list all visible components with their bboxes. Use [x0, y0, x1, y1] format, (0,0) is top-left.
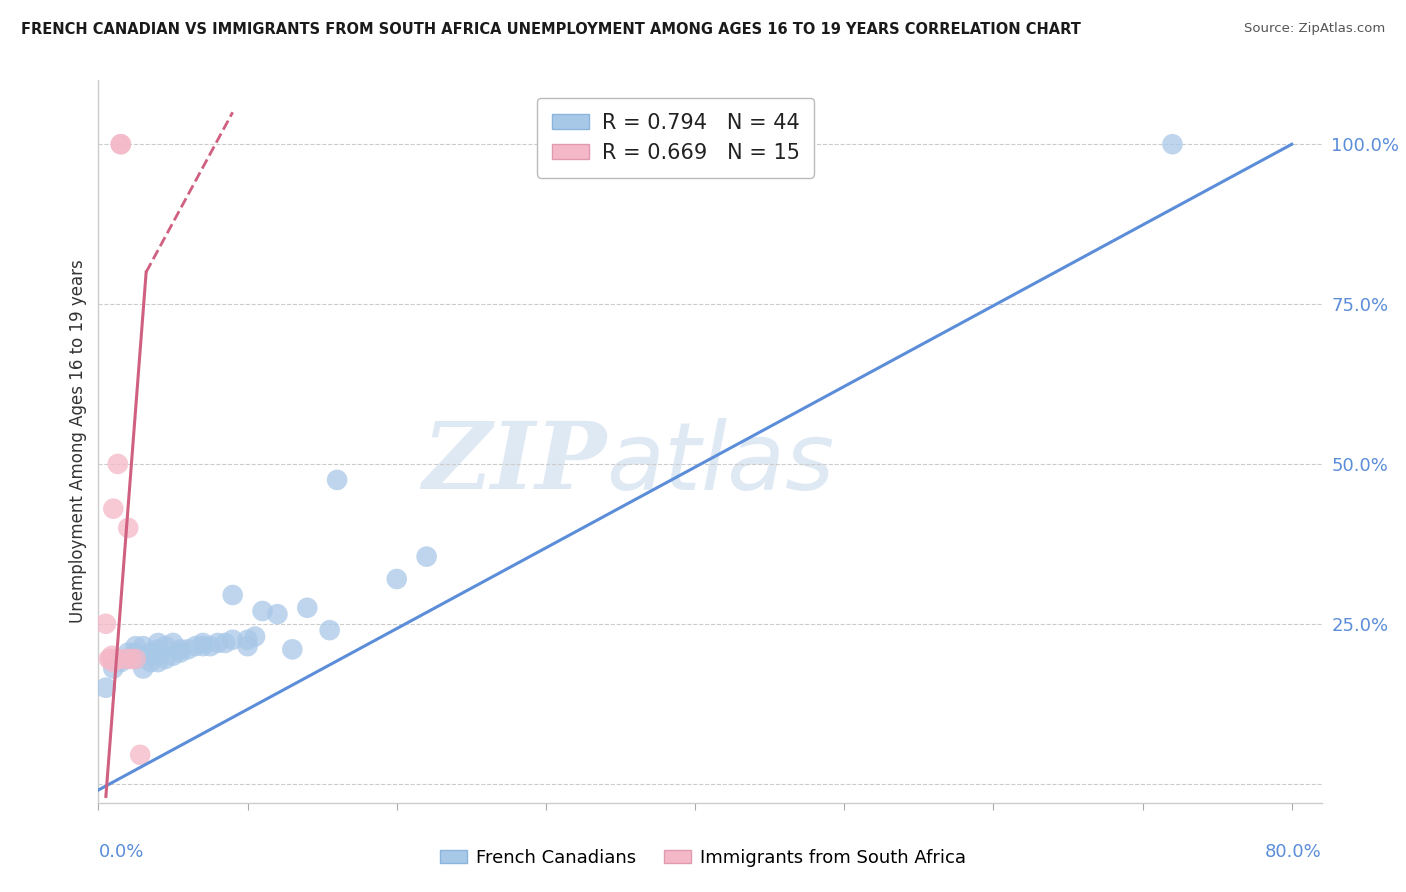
Point [162, 636, 184, 650]
Point [252, 604, 274, 618]
Point [162, 648, 184, 663]
Point [125, 652, 148, 666]
Point [214, 636, 236, 650]
Point [169, 642, 191, 657]
Point [236, 632, 259, 647]
Point [146, 648, 169, 663]
Point [97, 652, 120, 666]
Text: FRENCH CANADIAN VS IMMIGRANTS FROM SOUTH AFRICA UNEMPLOYMENT AMONG AGES 16 TO 19: FRENCH CANADIAN VS IMMIGRANTS FROM SOUTH… [21, 22, 1081, 37]
Point [207, 636, 229, 650]
Point [132, 639, 155, 653]
Point [94, 681, 117, 695]
Point [103, 655, 125, 669]
Point [169, 646, 191, 660]
Text: 80.0%: 80.0% [1265, 843, 1322, 861]
Point [139, 655, 162, 669]
Point [110, 137, 132, 152]
Point [125, 639, 148, 653]
Point [266, 607, 288, 622]
Point [177, 642, 200, 657]
Point [110, 137, 132, 152]
Point [103, 661, 125, 675]
Text: 0.0%: 0.0% [98, 843, 143, 861]
Point [146, 655, 169, 669]
Point [101, 648, 124, 663]
Point [129, 747, 152, 762]
Point [184, 639, 207, 653]
Point [125, 652, 148, 666]
Point [155, 652, 177, 666]
Point [132, 661, 155, 675]
Point [243, 630, 266, 644]
Point [221, 588, 243, 602]
Y-axis label: Unemployment Among Ages 16 to 19 years: Unemployment Among Ages 16 to 19 years [69, 260, 87, 624]
Point [146, 636, 169, 650]
Text: Source: ZipAtlas.com: Source: ZipAtlas.com [1244, 22, 1385, 36]
Text: ZIP: ZIP [422, 418, 606, 508]
Point [125, 646, 148, 660]
Point [200, 639, 222, 653]
Point [98, 652, 121, 666]
Point [191, 636, 214, 650]
Point [415, 549, 437, 564]
Point [281, 642, 304, 657]
Point [236, 639, 259, 653]
Point [139, 646, 162, 660]
Point [110, 655, 132, 669]
Point [146, 642, 169, 657]
Point [326, 473, 349, 487]
Point [385, 572, 408, 586]
Legend: French Canadians, Immigrants from South Africa: French Canadians, Immigrants from South … [433, 842, 973, 874]
Point [1161, 137, 1184, 152]
Point [107, 457, 129, 471]
Point [132, 648, 155, 663]
Point [120, 652, 142, 666]
Point [191, 639, 214, 653]
Point [94, 616, 117, 631]
Text: atlas: atlas [606, 417, 834, 508]
Point [221, 632, 243, 647]
Point [117, 646, 139, 660]
Point [114, 652, 136, 666]
Point [297, 600, 319, 615]
Point [155, 639, 177, 653]
Legend: R = 0.794   N = 44, R = 0.669   N = 15: R = 0.794 N = 44, R = 0.669 N = 15 [537, 98, 814, 178]
Point [117, 521, 139, 535]
Point [318, 623, 340, 637]
Point [105, 652, 128, 666]
Point [103, 501, 125, 516]
Point [117, 652, 139, 666]
